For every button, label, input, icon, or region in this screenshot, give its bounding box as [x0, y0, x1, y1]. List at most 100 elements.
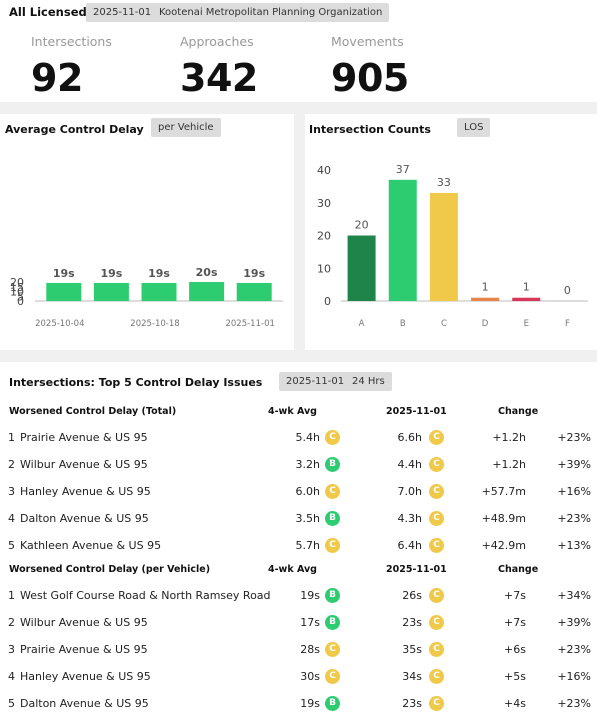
change-percent: +23%	[557, 697, 591, 710]
current-los-badge: C	[429, 588, 444, 603]
current-los-badge: C	[429, 696, 444, 711]
avg-value: 3.2h	[295, 458, 320, 471]
change-column-header[interactable]: Change	[498, 564, 539, 575]
intersection-name[interactable]: Dalton Avenue & US 95	[20, 512, 149, 525]
change-percent: +23%	[557, 512, 591, 525]
avg-value: 3.5h	[295, 512, 320, 525]
change-percent: +34%	[557, 589, 591, 602]
table-row[interactable]: 1 West Golf Course Road & North Ramsey Ro…	[0, 583, 597, 610]
change-value: +5s	[504, 670, 526, 683]
x-tick-label: 2025-11-01	[225, 319, 274, 329]
section-title: Worsened Control Delay (Total)	[9, 406, 177, 417]
table-row[interactable]: 1 Prairie Avenue & US 95 5.4h C 6.6h C +1.2h +2…	[0, 425, 597, 452]
y-tick-label: 20	[317, 230, 331, 243]
intersection-name[interactable]: Hanley Avenue & US 95	[20, 485, 151, 498]
row-rank: 1	[8, 431, 15, 444]
avg-los-badge: B	[325, 457, 340, 472]
current-los-badge: C	[429, 615, 444, 630]
section-header: Worsened Control Delay (Total) 4-wk Avg 20…	[0, 403, 597, 423]
table-row[interactable]: 3 Prairie Avenue & US 95 28s C 35s C +6s +23%	[0, 637, 597, 664]
x-tick-label: 2025-10-18	[130, 319, 179, 329]
intersection-name[interactable]: Dalton Avenue & US 95	[20, 697, 149, 710]
current-los-badge: C	[429, 484, 444, 499]
issues-period-chip[interactable]: 24 Hrs	[345, 372, 392, 391]
avg-los-badge: C	[325, 642, 340, 657]
x-tick-label: E	[524, 319, 529, 329]
change-percent: +39%	[557, 458, 591, 471]
los-bar	[388, 179, 417, 301]
y-tick-label: 10	[10, 286, 24, 299]
delay-bar-label: 19s	[100, 267, 122, 280]
intersection-name[interactable]: Kathleen Avenue & US 95	[20, 539, 162, 552]
current-value: 4.4h	[397, 458, 422, 471]
section-title: Worsened Control Delay (per Vehicle)	[9, 564, 211, 575]
change-value: +48.9m	[481, 512, 526, 525]
table-row[interactable]: 4 Hanley Avenue & US 95 30s C 34s C +5s +16%	[0, 664, 597, 691]
y-tick-label: 5	[17, 290, 24, 303]
current-value: 7.0h	[397, 485, 422, 498]
date-column-header[interactable]: 2025-11-01	[386, 406, 447, 417]
y-tick-label: 0	[17, 295, 24, 308]
table-row[interactable]: 4 Dalton Avenue & US 95 3.5h B 4.3h C +48.9m +2…	[0, 506, 597, 533]
avg-los-badge: B	[325, 615, 340, 630]
intersection-name[interactable]: Hanley Avenue & US 95	[20, 670, 151, 683]
row-rank: 2	[8, 616, 15, 629]
avg-los-badge: C	[325, 538, 340, 553]
change-value: +1.2h	[492, 458, 526, 471]
intersection-name[interactable]: Prairie Avenue & US 95	[20, 431, 148, 444]
scope-title: All Licensed	[9, 5, 87, 19]
change-column-header[interactable]: Change	[498, 406, 539, 417]
row-rank: 3	[8, 643, 15, 656]
table-row[interactable]: 5 Kathleen Avenue & US 95 5.7h C 6.4h C +42.9m…	[0, 533, 597, 560]
per-vehicle-chip[interactable]: per Vehicle	[151, 118, 221, 137]
change-percent: +23%	[557, 431, 591, 444]
avg-los-badge: C	[325, 484, 340, 499]
delay-bar-label: 19s	[243, 267, 265, 280]
intersection-name[interactable]: Prairie Avenue & US 95	[20, 643, 148, 656]
row-rank: 4	[8, 512, 15, 525]
los-bar-label: 1	[523, 281, 530, 294]
kpi-approaches-value: 342	[180, 56, 258, 100]
delay-bar	[141, 282, 177, 301]
change-percent: +39%	[557, 616, 591, 629]
x-tick-label: 2025-10-04	[35, 319, 84, 329]
y-tick-label: 20	[10, 276, 24, 289]
x-tick-label: D	[482, 319, 489, 329]
los-bar-label: 20	[355, 219, 369, 232]
current-value: 6.4h	[397, 539, 422, 552]
row-rank: 2	[8, 458, 15, 471]
change-percent: +23%	[557, 643, 591, 656]
avg-los-badge: B	[325, 696, 340, 711]
avg-column-header[interactable]: 4-wk Avg	[268, 564, 317, 575]
current-los-badge: C	[429, 511, 444, 526]
delay-bar	[189, 282, 225, 301]
avg-los-badge: C	[325, 669, 340, 684]
delay-bar-label: 19s	[148, 267, 170, 280]
avg-column-header[interactable]: 4-wk Avg	[268, 406, 317, 417]
date-chip[interactable]: 2025-11-01	[86, 3, 159, 22]
x-tick-label: F	[565, 319, 570, 329]
avg-value: 17s	[300, 616, 320, 629]
kpi-movements-label: Movements	[331, 34, 404, 49]
avg-los-badge: C	[325, 430, 340, 445]
los-bar-label: 1	[482, 281, 489, 294]
table-row[interactable]: 3 Hanley Avenue & US 95 6.0h C 7.0h C +57.7m +1…	[0, 479, 597, 506]
intersection-name[interactable]: West Golf Course Road & North Ramsey Roa…	[20, 589, 271, 602]
avg-value: 5.7h	[295, 539, 320, 552]
organization-chip[interactable]: Kootenai Metropolitan Planning Organizat…	[152, 3, 390, 22]
avg-value: 6.0h	[295, 485, 320, 498]
date-column-header[interactable]: 2025-11-01	[386, 564, 447, 575]
current-los-badge: C	[429, 457, 444, 472]
los-bar	[512, 297, 541, 301]
issues-date-chip[interactable]: 2025-11-01	[279, 372, 352, 391]
change-value: +6s	[504, 643, 526, 656]
delay-bar	[236, 282, 272, 301]
table-row[interactable]: 2 Wilbur Avenue & US 95 3.2h B 4.4h C +1.2h +39…	[0, 452, 597, 479]
table-row[interactable]: 5 Dalton Avenue & US 95 19s B 23s C +4s +23%	[0, 691, 597, 717]
intersection-name[interactable]: Wilbur Avenue & US 95	[20, 616, 148, 629]
los-bar-chart: 0 10 20 30 40 20 A 37 B 33 C 1 D 1 E 0 F	[317, 163, 588, 329]
intersection-name[interactable]: Wilbur Avenue & US 95	[20, 458, 148, 471]
table-row[interactable]: 2 Wilbur Avenue & US 95 17s B 23s C +7s +39%	[0, 610, 597, 637]
los-chip[interactable]: LOS	[457, 118, 491, 137]
